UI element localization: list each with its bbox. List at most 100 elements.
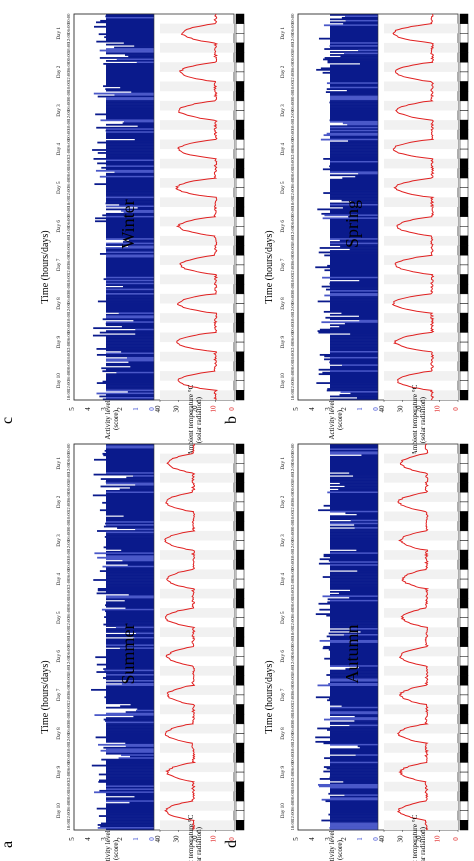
- activity-bar: [100, 822, 154, 825]
- light-dark-band: [459, 90, 469, 102]
- activity-bar: [106, 251, 154, 254]
- activity-bar: [330, 359, 378, 362]
- activity-bar: [342, 122, 378, 125]
- activity-bar: [106, 794, 154, 797]
- activity-bar: [330, 660, 378, 663]
- light-dark-band: [459, 511, 469, 522]
- activity-bar: [330, 516, 378, 519]
- activity-bar: [330, 70, 378, 73]
- activity-bar: [106, 111, 154, 114]
- time-tick-label: 00:00: [290, 636, 295, 647]
- activity-bar: [126, 476, 154, 479]
- activity-bar: [330, 160, 378, 163]
- panel-letter: c: [0, 417, 16, 424]
- light-dark-band: [459, 453, 469, 464]
- activity-bar: [350, 519, 378, 522]
- activity-bar: [119, 488, 154, 491]
- activity-bar: [120, 705, 154, 708]
- grid-band: [384, 23, 458, 34]
- light-dark-band: [235, 13, 245, 24]
- activity-bar: [106, 267, 154, 270]
- activity-bar: [106, 769, 154, 771]
- activity-bar: [330, 143, 378, 145]
- activity-bar: [330, 708, 378, 711]
- grid-band: [160, 762, 234, 773]
- activity-bar: [330, 85, 378, 88]
- time-tick-label: 00:00: [290, 597, 295, 608]
- light-dark-band: [459, 791, 469, 802]
- activity-bar: [106, 221, 154, 224]
- activity-bar: [330, 398, 378, 401]
- activity-bar: [326, 614, 378, 617]
- activity-bar: [106, 257, 154, 260]
- activity-bar: [330, 95, 378, 98]
- activity-bar: [330, 730, 378, 733]
- activity-bar: [330, 196, 378, 199]
- activity-bar: [96, 21, 154, 24]
- activity-bar: [118, 757, 154, 760]
- light-dark-band: [459, 656, 469, 667]
- activity-bar: [330, 111, 378, 114]
- activity-bar: [131, 91, 154, 93]
- time-tick-label: 12:00: [290, 655, 295, 666]
- activity-bar: [330, 346, 378, 349]
- activity-bar: [106, 792, 154, 795]
- activity-bar: [106, 819, 154, 822]
- activity-bar: [125, 607, 154, 610]
- activity-bar: [330, 27, 378, 30]
- grid-band: [384, 723, 458, 734]
- light-dark-band: [459, 578, 469, 589]
- activity-bar: [330, 444, 378, 446]
- grid-band: [160, 371, 234, 381]
- time-tick-label: 12:00: [290, 148, 295, 159]
- activity-bar: [330, 714, 378, 716]
- grid-band: [160, 704, 234, 715]
- activity-bar: [330, 611, 378, 614]
- activity-bar: [124, 54, 154, 56]
- activity-bar: [106, 809, 154, 811]
- activity-tick-label: 0: [372, 837, 380, 841]
- light-dark-band: [459, 685, 469, 696]
- activity-bar: [349, 724, 378, 727]
- activity-bar: [106, 806, 154, 809]
- activity-bar: [330, 565, 378, 568]
- activity-bar: [330, 573, 378, 575]
- time-tick-label: 12:00: [290, 617, 295, 628]
- activity-bar: [121, 325, 154, 328]
- activity-bar: [106, 279, 154, 282]
- light-dark-band: [235, 206, 245, 217]
- activity-bar: [106, 128, 154, 131]
- activity-bar: [330, 230, 378, 233]
- activity-bar: [326, 767, 378, 770]
- activity-bar: [327, 699, 378, 702]
- light-dark-band: [235, 177, 245, 188]
- activity-bar: [106, 208, 154, 211]
- activity-bar: [106, 269, 154, 272]
- temp-tick-label: 0: [228, 837, 236, 841]
- activity-bar: [106, 386, 154, 389]
- time-tick-label: 00:00: [66, 51, 71, 62]
- activity-bar: [329, 119, 378, 122]
- activity-bar: [330, 169, 378, 172]
- activity-bar: [315, 613, 378, 616]
- light-dark-band: [235, 443, 245, 454]
- activity-bar: [330, 21, 378, 24]
- activity-bar: [106, 114, 154, 117]
- activity-bar: [322, 217, 378, 220]
- activity-bar: [96, 382, 154, 384]
- activity-bar: [330, 114, 378, 117]
- activity-bar: [106, 619, 154, 621]
- activity-bar: [106, 573, 154, 575]
- activity-bar: [134, 45, 154, 47]
- activity-bar: [106, 596, 154, 599]
- activity-bar: [94, 791, 154, 794]
- activity-bar: [106, 533, 154, 535]
- activity-bar: [135, 528, 154, 531]
- activity-bar: [106, 192, 154, 194]
- time-tick-label: 00:00: [290, 322, 295, 333]
- activity-bar: [106, 140, 154, 142]
- activity-bar: [92, 494, 154, 497]
- grid-band: [384, 293, 458, 304]
- grid-band: [384, 550, 458, 560]
- activity-bar: [330, 623, 378, 626]
